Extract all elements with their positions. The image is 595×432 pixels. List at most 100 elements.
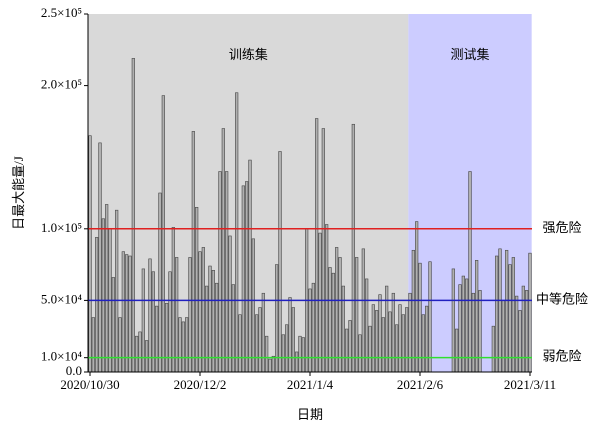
bar bbox=[238, 314, 242, 373]
bar bbox=[165, 302, 169, 373]
bar bbox=[138, 331, 142, 373]
bar bbox=[211, 270, 215, 373]
bar bbox=[235, 92, 239, 373]
bar bbox=[118, 317, 122, 373]
bar bbox=[258, 307, 262, 373]
bar bbox=[185, 317, 189, 373]
bar bbox=[268, 358, 272, 373]
bar bbox=[385, 285, 389, 373]
bar bbox=[425, 305, 429, 373]
bar bbox=[248, 159, 252, 373]
bar bbox=[335, 247, 339, 373]
bar bbox=[201, 247, 205, 373]
bar bbox=[405, 307, 409, 373]
bar bbox=[291, 307, 295, 373]
bar bbox=[131, 58, 135, 373]
bar bbox=[281, 334, 285, 373]
bar bbox=[278, 151, 282, 373]
bar bbox=[195, 207, 199, 373]
bar bbox=[478, 290, 482, 373]
bar bbox=[301, 337, 305, 373]
y-tick-label: 0.0 bbox=[66, 363, 82, 378]
bar bbox=[525, 290, 529, 373]
x-axis-label: 日期 bbox=[297, 407, 323, 422]
region-label: 测试集 bbox=[450, 47, 489, 62]
bar bbox=[368, 325, 372, 373]
bar bbox=[401, 314, 405, 373]
bar bbox=[225, 171, 229, 373]
x-tick-label: 2020/10/30 bbox=[60, 377, 119, 392]
bar bbox=[175, 257, 179, 373]
bar bbox=[285, 324, 289, 373]
bar bbox=[418, 262, 422, 373]
bar bbox=[311, 282, 315, 373]
bar bbox=[348, 320, 352, 373]
bar bbox=[155, 305, 159, 373]
bar bbox=[215, 282, 219, 373]
bar bbox=[141, 268, 145, 373]
y-tick-label: 2.5×10⁵ bbox=[41, 5, 82, 20]
bar bbox=[161, 95, 165, 373]
bar bbox=[415, 221, 419, 373]
bar bbox=[91, 317, 95, 373]
bar bbox=[515, 295, 519, 373]
bar bbox=[391, 292, 395, 373]
bar bbox=[498, 248, 502, 373]
bar bbox=[255, 314, 259, 373]
bar bbox=[328, 267, 332, 373]
y-tick-label: 5.0×10⁴ bbox=[41, 291, 83, 306]
x-tick-label: 2021/1/4 bbox=[287, 377, 334, 392]
bar bbox=[188, 257, 192, 373]
bar bbox=[288, 297, 292, 373]
bar bbox=[115, 209, 119, 373]
bar bbox=[231, 284, 235, 373]
bar bbox=[341, 285, 345, 373]
bar bbox=[148, 258, 152, 373]
bar bbox=[361, 248, 365, 373]
bar bbox=[191, 131, 195, 373]
bar bbox=[181, 321, 185, 373]
bar bbox=[355, 257, 359, 373]
region-background bbox=[88, 14, 409, 372]
bar bbox=[125, 254, 129, 373]
bar bbox=[275, 264, 279, 373]
bar bbox=[121, 251, 125, 373]
bar bbox=[518, 310, 522, 373]
bar bbox=[221, 128, 225, 373]
bar bbox=[395, 324, 399, 373]
threshold-label: 中等危险 bbox=[536, 291, 588, 306]
bar bbox=[471, 292, 475, 373]
bar bbox=[241, 185, 245, 373]
bar bbox=[325, 224, 329, 373]
bar bbox=[251, 238, 255, 373]
bar bbox=[458, 284, 462, 373]
bar bbox=[98, 142, 102, 373]
bar bbox=[528, 252, 532, 373]
bar bbox=[455, 328, 459, 373]
bar bbox=[495, 255, 499, 373]
x-tick-label: 2021/2/6 bbox=[397, 377, 444, 392]
bar bbox=[351, 123, 355, 373]
bar bbox=[321, 128, 325, 373]
bar bbox=[501, 300, 505, 373]
y-tick-label: 1.0×10⁴ bbox=[41, 349, 83, 364]
bar bbox=[228, 235, 232, 373]
bar bbox=[105, 204, 109, 373]
bar bbox=[398, 304, 402, 373]
bar bbox=[451, 268, 455, 373]
x-tick-label: 2021/3/11 bbox=[504, 377, 556, 392]
y-tick-label: 2.0×10⁵ bbox=[41, 77, 82, 92]
bar bbox=[298, 335, 302, 373]
bar bbox=[88, 135, 92, 373]
bar bbox=[208, 265, 212, 373]
bar bbox=[265, 335, 269, 373]
bar bbox=[158, 192, 162, 373]
bar bbox=[345, 328, 349, 373]
bar bbox=[475, 260, 479, 373]
bar bbox=[95, 237, 99, 373]
bar bbox=[508, 264, 512, 373]
bar bbox=[511, 257, 515, 373]
region-label: 训练集 bbox=[229, 47, 268, 62]
bar bbox=[428, 261, 432, 373]
